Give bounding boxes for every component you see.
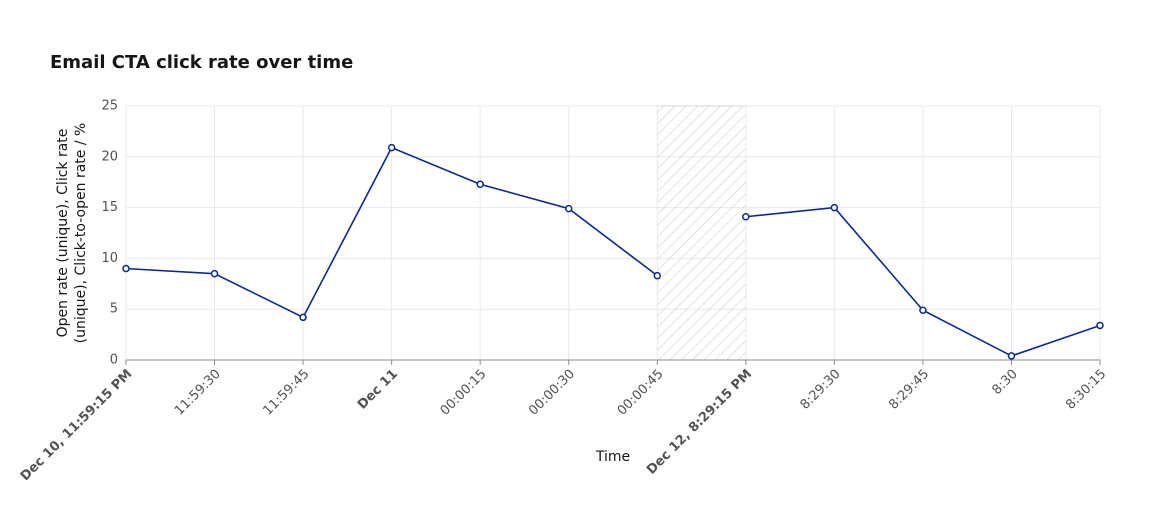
point	[210, 269, 219, 278]
x-tick-label: 00:00:45	[615, 367, 667, 419]
x-tick-label: 8:30	[990, 367, 1021, 398]
point	[299, 313, 307, 322]
x-tick-label: 8:29:45	[886, 367, 932, 413]
point	[387, 143, 396, 152]
axis-break	[657, 105, 747, 361]
chart-title: Email CTA click rate over time	[50, 52, 353, 73]
x-tick-label: 00:00:15	[438, 367, 490, 419]
x-tick-label: 8:30:15	[1063, 367, 1109, 413]
y-axis-title: (unique), Click-to-open rate / %	[73, 123, 89, 344]
y-tick-label: 15	[101, 200, 118, 215]
point	[1007, 352, 1016, 360]
x-tick-label: 00:00:30	[526, 367, 578, 419]
y-tick-label: 25	[101, 99, 118, 114]
x-axis-title: Time	[595, 449, 630, 465]
x-tick-label: Dec 10, 11:59:15 PM	[18, 367, 135, 484]
point	[653, 271, 662, 280]
y-tick-label: 20	[101, 149, 118, 164]
point	[564, 204, 573, 213]
x-tick-label: Dec 12, 8:29:15 PM	[644, 367, 755, 478]
point	[742, 212, 750, 221]
point	[830, 203, 839, 212]
x-tick-label: 11:59:45	[260, 367, 312, 419]
x-tick-label: Dec 11	[355, 367, 401, 413]
point	[919, 306, 927, 314]
point	[476, 180, 484, 188]
y-axis-title: Open rate (unique), Click rate	[55, 129, 71, 338]
y-tick-label: 0	[110, 353, 118, 368]
x-tick-label: 8:29:30	[798, 367, 844, 413]
y-tick-label: 10	[101, 251, 118, 266]
y-tick-label: 5	[110, 302, 118, 317]
x-tick-label: 11:59:30	[172, 367, 224, 419]
point	[122, 264, 130, 273]
point	[1096, 321, 1104, 330]
